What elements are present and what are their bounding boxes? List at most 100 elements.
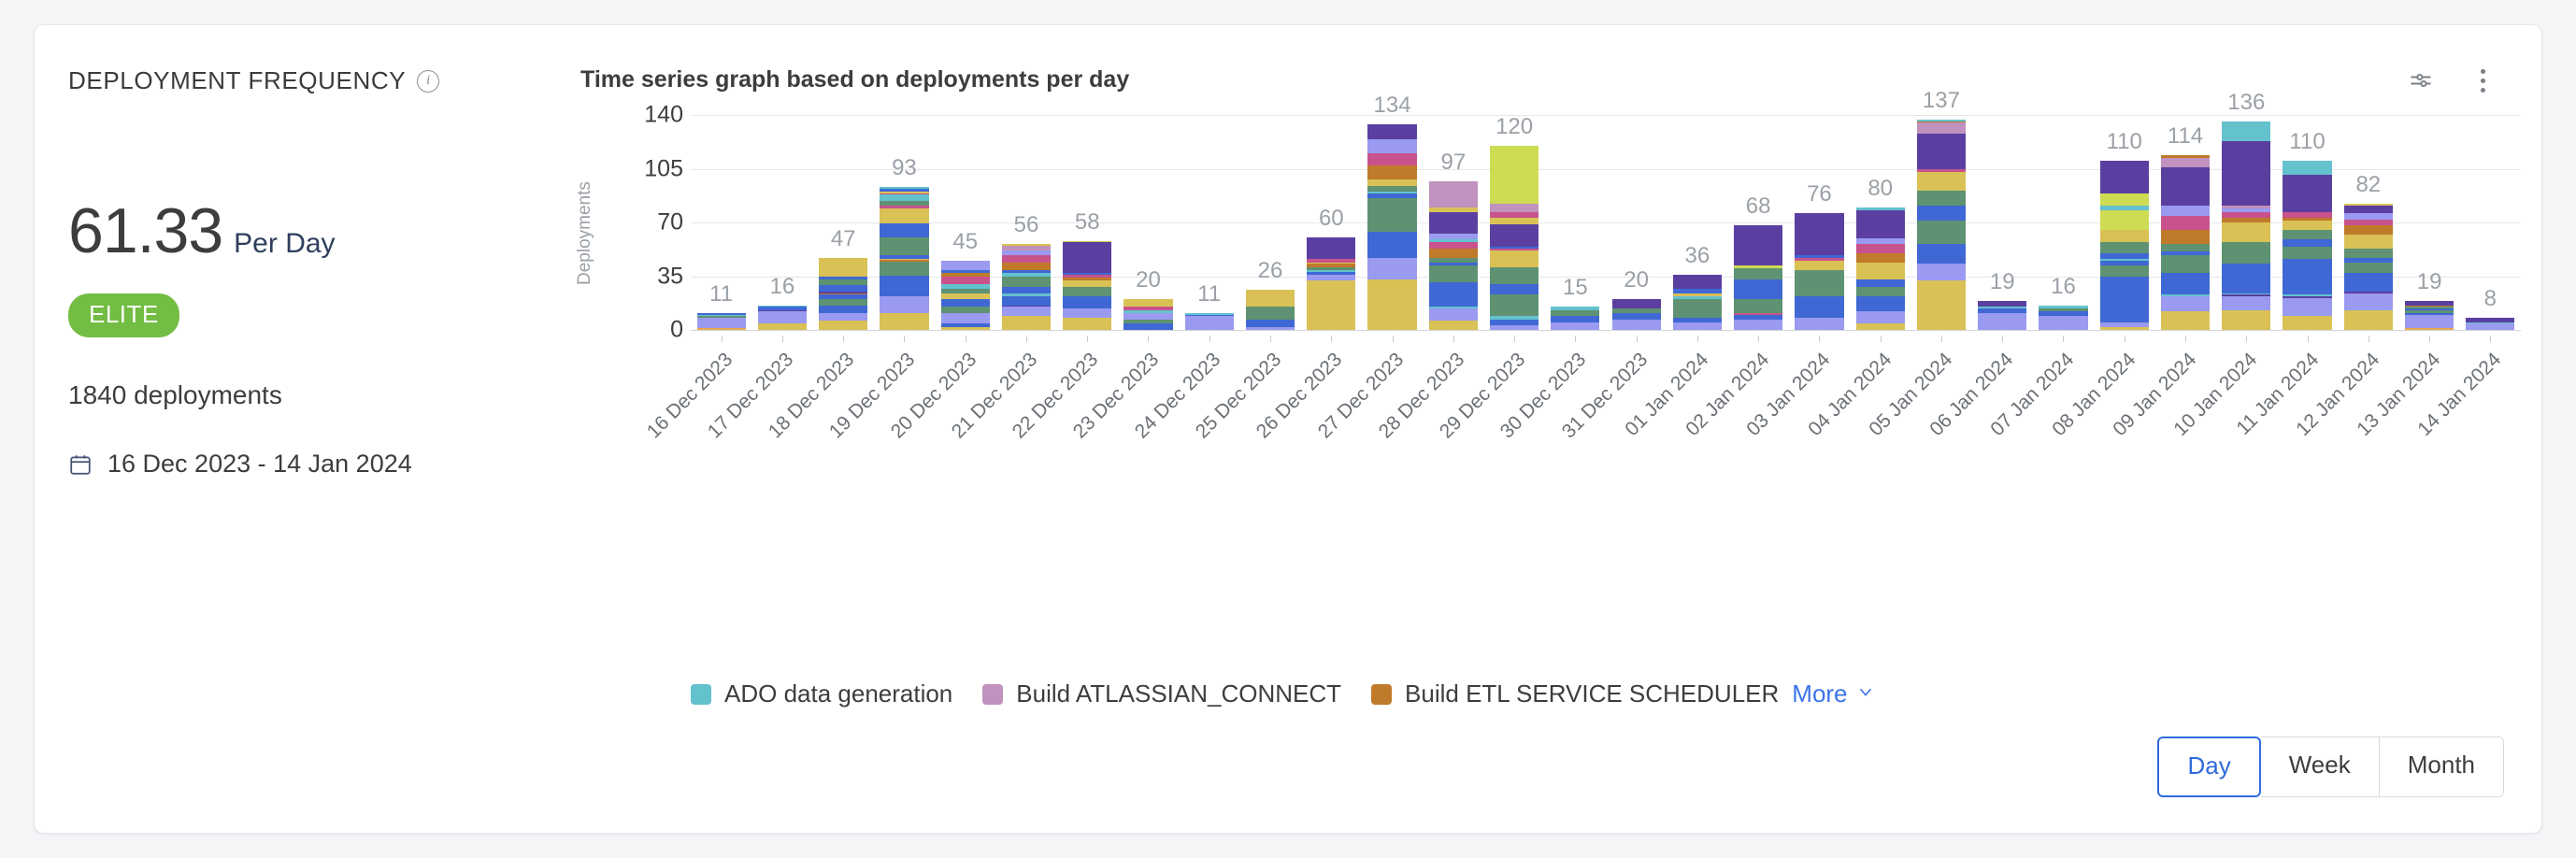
legend-item[interactable]: Build ETL SERVICE SCHEDULER xyxy=(1371,679,1779,708)
bar-segment xyxy=(2160,216,2211,231)
bar-segment xyxy=(1734,312,1783,315)
stacked-bar[interactable] xyxy=(1734,225,1783,330)
bar-segment xyxy=(2404,300,2454,306)
bar-segment xyxy=(2283,297,2332,317)
bar-slot[interactable]: 120 xyxy=(1483,114,1544,330)
stacked-bar[interactable] xyxy=(880,187,929,330)
kebab-menu-icon[interactable] xyxy=(2469,66,2497,94)
bar-slot[interactable]: 76 xyxy=(1789,115,1850,330)
stacked-bar[interactable] xyxy=(757,305,807,330)
bar-segment xyxy=(1855,279,1905,288)
bar-slot[interactable]: 134 xyxy=(1362,93,1423,330)
bar-segment xyxy=(1734,314,1783,320)
bar-slot[interactable]: 20 xyxy=(1118,115,1179,330)
bar-segment xyxy=(1795,317,1844,330)
stacked-bar[interactable] xyxy=(1184,312,1234,330)
bar-segment xyxy=(1001,293,1052,296)
x-axis-tick: 21 Dec 2023 xyxy=(948,336,1056,494)
info-icon[interactable]: i xyxy=(417,69,440,93)
legend-more-button[interactable]: More xyxy=(1792,679,1875,708)
granularity-option-day[interactable]: Day xyxy=(2157,736,2261,797)
stacked-bar[interactable] xyxy=(1307,237,1356,330)
legend-item[interactable]: Build ATLASSIAN_CONNECT xyxy=(982,679,1341,708)
bar-segment xyxy=(819,312,868,322)
bar-slot[interactable]: 82 xyxy=(2338,115,2398,330)
bar-slot[interactable]: 19 xyxy=(1972,115,2033,330)
stacked-bar[interactable] xyxy=(1611,299,1661,330)
bar-segment xyxy=(2039,308,2088,312)
stacked-bar[interactable] xyxy=(1795,213,1844,330)
bar-slot[interactable]: 26 xyxy=(1239,115,1300,330)
tick-mark xyxy=(1636,336,1638,342)
bar-slot[interactable]: 11 xyxy=(691,115,751,330)
bar-slot[interactable]: 93 xyxy=(874,115,935,330)
stacked-bar[interactable] xyxy=(2466,317,2515,330)
deployment-frequency-card: DEPLOYMENT FREQUENCY i 61.33 Per Day ELI… xyxy=(34,24,2542,834)
bar-slot[interactable]: 136 xyxy=(2216,90,2277,330)
bar-segment xyxy=(1001,262,1052,270)
bar-slot[interactable]: 68 xyxy=(1728,115,1789,330)
stacked-bar[interactable] xyxy=(2404,300,2454,330)
stacked-bar[interactable] xyxy=(2160,154,2211,330)
sliders-icon[interactable] xyxy=(2407,66,2435,94)
stacked-bar[interactable] xyxy=(1672,274,1722,330)
bar-slot[interactable]: 110 xyxy=(2277,115,2338,330)
bar-slot[interactable]: 110 xyxy=(2094,115,2154,330)
stacked-bar[interactable] xyxy=(1001,244,1052,330)
bar-segment xyxy=(1916,190,1967,206)
stacked-bar[interactable] xyxy=(1551,307,1600,330)
tick-mark xyxy=(1025,336,1027,342)
bar-segment xyxy=(880,193,929,195)
bar-slot[interactable]: 97 xyxy=(1423,115,1483,330)
stacked-bar[interactable] xyxy=(940,261,990,330)
bar-segment xyxy=(1367,192,1417,193)
stacked-bar[interactable] xyxy=(2343,204,2393,330)
bar-segment xyxy=(1489,223,1539,248)
legend-item[interactable]: ADO data generation xyxy=(691,679,952,708)
stacked-bar[interactable] xyxy=(1123,299,1173,330)
bar-slot[interactable]: 8 xyxy=(2460,115,2521,330)
stacked-bar[interactable] xyxy=(2222,121,2271,330)
bar-segment xyxy=(1916,244,1967,265)
stacked-bar[interactable] xyxy=(1367,123,1417,330)
stacked-bar[interactable] xyxy=(1428,180,1478,330)
bar-segment xyxy=(1063,274,1112,279)
stacked-bar[interactable] xyxy=(1245,290,1295,330)
bar-segment xyxy=(1428,233,1478,240)
bar-slot[interactable]: 47 xyxy=(813,115,874,330)
bar-slot[interactable]: 58 xyxy=(1057,115,1118,330)
stacked-bar[interactable] xyxy=(2039,305,2088,330)
bar-slot[interactable]: 56 xyxy=(995,115,1056,330)
chart-header-actions xyxy=(2407,66,2504,94)
granularity-option-month[interactable]: Month xyxy=(2379,736,2504,797)
bar-value-label: 93 xyxy=(892,155,917,181)
status-badge: ELITE xyxy=(68,293,179,337)
bar-slot[interactable]: 19 xyxy=(2398,115,2459,330)
stacked-bar[interactable] xyxy=(2099,161,2149,330)
bar-segment xyxy=(1001,273,1052,277)
bar-slot[interactable]: 137 xyxy=(1911,88,1971,330)
stacked-bar[interactable] xyxy=(1489,145,1539,330)
bar-slot[interactable]: 16 xyxy=(751,115,812,330)
bar-slot[interactable]: 36 xyxy=(1667,115,1727,330)
stacked-bar[interactable] xyxy=(1978,300,2027,330)
stacked-bar[interactable] xyxy=(2283,161,2332,330)
granularity-option-week[interactable]: Week xyxy=(2260,736,2380,797)
stacked-bar[interactable] xyxy=(1855,207,1905,330)
bar-slot[interactable]: 16 xyxy=(2033,115,2094,330)
bar-slot[interactable]: 60 xyxy=(1301,115,1362,330)
bar-segment xyxy=(1245,290,1295,307)
bar-slot[interactable]: 20 xyxy=(1606,115,1667,330)
stacked-bar[interactable] xyxy=(819,257,868,330)
bar-slot[interactable]: 114 xyxy=(2154,115,2215,330)
bar-slot[interactable]: 80 xyxy=(1850,115,1911,330)
stacked-bar[interactable] xyxy=(1916,120,1967,330)
x-axis-tick: 31 Dec 2023 xyxy=(1557,336,1667,494)
bar-slot[interactable]: 11 xyxy=(1179,115,1239,330)
bar-slot[interactable]: 45 xyxy=(935,115,995,330)
stacked-bar[interactable] xyxy=(1063,240,1112,330)
bar-slot[interactable]: 15 xyxy=(1545,115,1606,330)
tick-mark xyxy=(2246,336,2248,342)
bar-segment xyxy=(2099,265,2149,277)
stacked-bar[interactable] xyxy=(696,312,746,330)
